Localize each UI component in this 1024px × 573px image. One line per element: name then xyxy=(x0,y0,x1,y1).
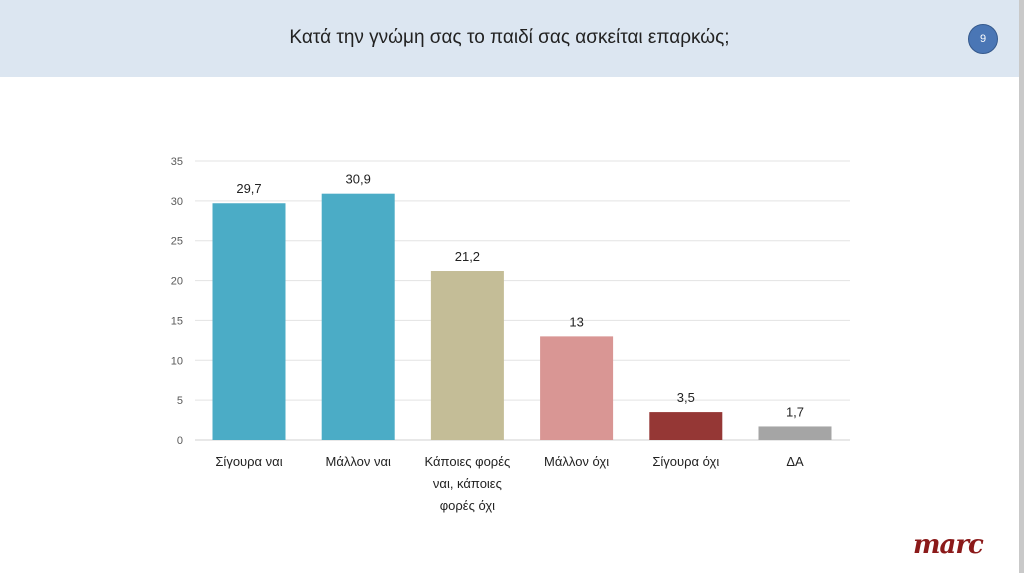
data-label: 3,5 xyxy=(677,390,695,405)
marc-logo: marc xyxy=(913,530,984,560)
y-tick-label: 5 xyxy=(177,395,183,407)
x-tick-label: Κάποιες φορές xyxy=(425,454,511,469)
data-label: 30,9 xyxy=(346,172,371,187)
bar xyxy=(212,203,286,440)
y-tick-label: 20 xyxy=(171,276,183,288)
x-tick-label: Μάλλον όχι xyxy=(544,454,609,469)
page-title: Κατά την γνώμη σας το παιδί σας ασκείται… xyxy=(289,27,730,48)
data-label: 29,7 xyxy=(236,181,261,196)
data-label: 13 xyxy=(569,314,583,329)
x-tick-label: Σίγουρα όχι xyxy=(652,454,719,469)
y-tick-label: 10 xyxy=(171,355,183,367)
bar xyxy=(430,271,504,440)
bar xyxy=(540,336,614,440)
y-tick-label: 25 xyxy=(171,236,183,248)
y-tick-label: 15 xyxy=(171,315,183,327)
y-tick-label: 35 xyxy=(171,156,183,168)
x-tick-label: ΔΑ xyxy=(786,454,804,469)
bar xyxy=(649,412,723,440)
x-tick-label: ναι, κάποιες xyxy=(433,476,502,491)
page-number-badge: 9 xyxy=(968,24,998,54)
x-tick-label: Μάλλον ναι xyxy=(325,454,391,469)
y-tick-label: 0 xyxy=(177,435,183,447)
data-label: 21,2 xyxy=(455,249,480,264)
bar xyxy=(321,193,395,440)
x-tick-label: Σίγουρα ναι xyxy=(215,454,282,469)
header-bar: Κατά την γνώμη σας το παιδί σας ασκείται… xyxy=(0,0,1019,77)
data-label: 1,7 xyxy=(786,404,804,419)
x-tick-label: φορές όχι xyxy=(440,498,495,513)
right-edge-shadow xyxy=(1019,0,1024,573)
y-tick-label: 30 xyxy=(171,196,183,208)
bar xyxy=(758,426,832,440)
